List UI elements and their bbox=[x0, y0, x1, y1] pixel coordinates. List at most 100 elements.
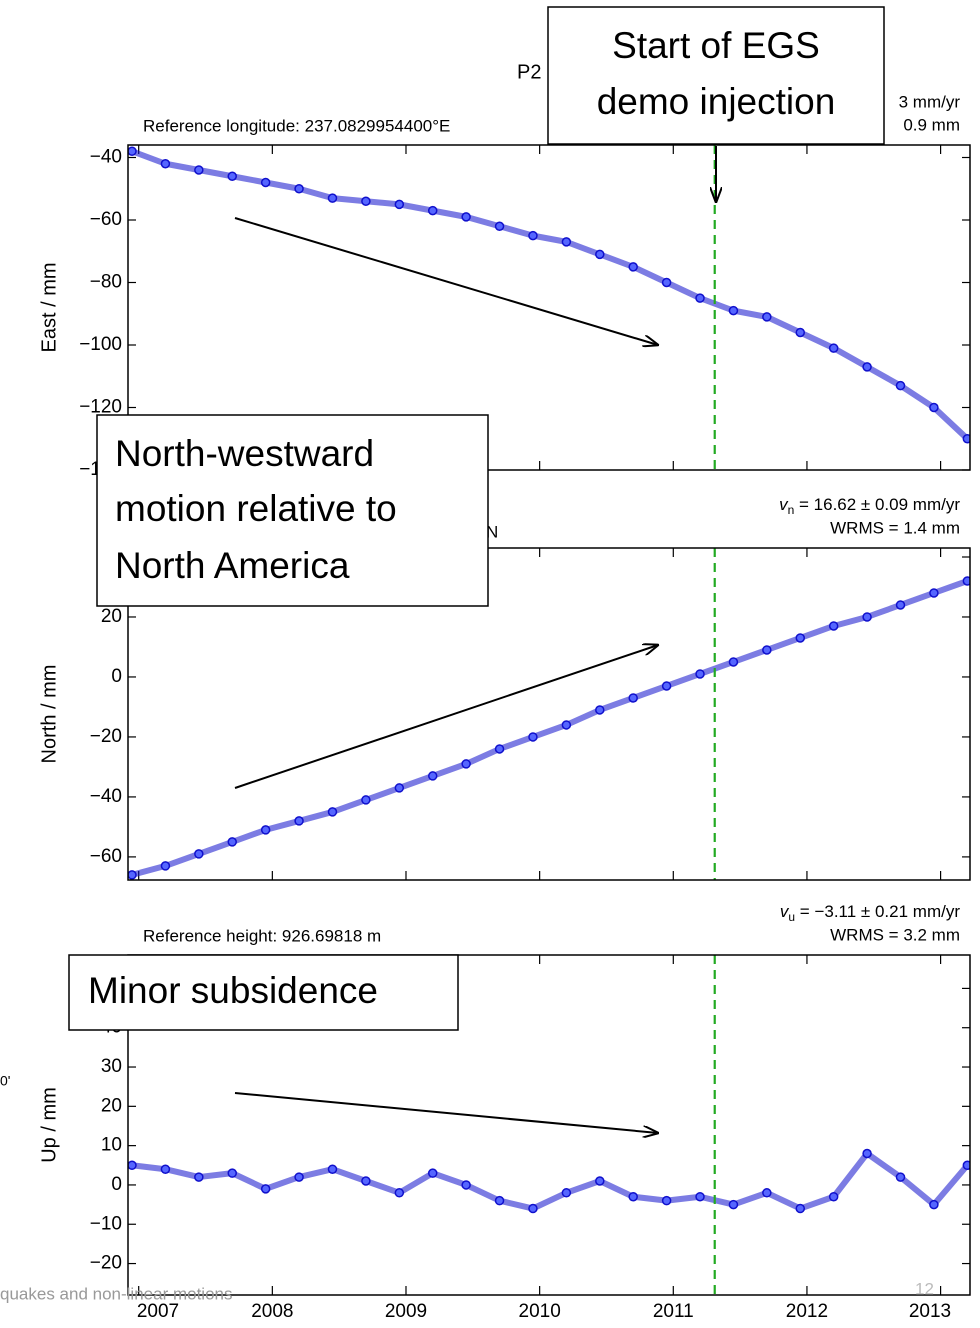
fragment-text: 0' bbox=[0, 1073, 10, 1089]
header-right: vu = −3.11 ± 0.21 mm/yr bbox=[780, 902, 960, 924]
annotation-text: North-westward bbox=[115, 433, 374, 474]
overlays: Start of EGS demo injection North-westwa… bbox=[0, 6, 934, 1303]
footer-text: quakes and non-linear motions bbox=[0, 1284, 232, 1303]
y-tick-label: −20 bbox=[90, 1253, 122, 1274]
data-point bbox=[561, 1188, 572, 1198]
data-point bbox=[494, 1195, 505, 1206]
data-point bbox=[695, 293, 705, 303]
data-point bbox=[628, 262, 638, 272]
data-point bbox=[628, 1191, 638, 1202]
data-point bbox=[427, 1168, 438, 1178]
series-line bbox=[131, 578, 969, 878]
data-point bbox=[528, 1203, 538, 1214]
data-layer bbox=[128, 146, 970, 444]
plot-frame bbox=[127, 954, 971, 1296]
y-tick-label: 20 bbox=[101, 606, 122, 627]
y-tick-label: −80 bbox=[90, 272, 122, 293]
data-point bbox=[160, 159, 171, 169]
data-point bbox=[762, 645, 772, 655]
header-left: Reference height: 926.69818 m bbox=[143, 926, 381, 945]
data-point bbox=[361, 795, 371, 805]
series-line bbox=[130, 148, 970, 441]
data-point bbox=[661, 277, 672, 288]
data-point bbox=[128, 870, 137, 880]
x-tick-label: 2008 bbox=[251, 1301, 293, 1322]
annotation-box bbox=[96, 414, 489, 607]
subscript: u bbox=[788, 910, 795, 924]
data-point bbox=[461, 212, 471, 222]
header-right: WRMS = 1.4 mm bbox=[830, 518, 960, 537]
data-point bbox=[327, 1164, 338, 1174]
data-point bbox=[561, 720, 572, 730]
header-right: vn = 16.62 ± 0.09 mm/yr bbox=[779, 495, 960, 517]
data-point bbox=[227, 171, 237, 181]
data-point bbox=[394, 1188, 405, 1198]
y-tick-label: −60 bbox=[90, 846, 122, 867]
data-point bbox=[728, 305, 739, 316]
data-point bbox=[595, 249, 605, 260]
title: P2 bbox=[517, 61, 541, 83]
data-point bbox=[394, 199, 405, 210]
data-point bbox=[895, 600, 906, 610]
plot-frame bbox=[127, 547, 971, 881]
data-point bbox=[461, 759, 471, 769]
annotation-box bbox=[547, 6, 885, 145]
data-point bbox=[862, 1148, 872, 1159]
data-point bbox=[194, 1172, 204, 1182]
header-fragment: N bbox=[486, 522, 498, 541]
annotation-text: Start of EGS bbox=[612, 25, 820, 66]
data-point bbox=[695, 669, 705, 679]
data-point bbox=[327, 193, 338, 203]
trend-arrow bbox=[234, 645, 658, 789]
data-point bbox=[929, 588, 939, 598]
data-point bbox=[962, 1160, 970, 1171]
data-point bbox=[762, 312, 772, 322]
data-point bbox=[427, 205, 438, 216]
data-point bbox=[494, 221, 505, 231]
data-point bbox=[294, 816, 304, 826]
data-point bbox=[828, 1191, 839, 1202]
x-tick-label: 2011 bbox=[653, 1301, 694, 1322]
data-point bbox=[962, 576, 970, 586]
y-tick-label: −60 bbox=[90, 209, 122, 230]
x-tick-label: 2007 bbox=[137, 1301, 179, 1322]
y-axis-label: Up / mm bbox=[38, 1087, 60, 1163]
x-tick-label: 2012 bbox=[786, 1301, 828, 1322]
symbol: v bbox=[779, 495, 789, 514]
header-value: = −3.11 ± 0.21 mm/yr bbox=[795, 902, 960, 921]
data-point bbox=[661, 681, 672, 691]
data-point bbox=[828, 343, 839, 353]
y-tick-label: 0 bbox=[111, 666, 122, 687]
data-point bbox=[528, 732, 538, 742]
header-right: 0.9 mm bbox=[903, 115, 960, 134]
data-point bbox=[260, 825, 271, 835]
plot-frame bbox=[127, 144, 971, 471]
data-point bbox=[895, 1172, 906, 1182]
data-point bbox=[762, 1188, 772, 1198]
y-tick-label: 30 bbox=[101, 1056, 122, 1077]
y-tick-label: −120 bbox=[79, 397, 122, 418]
data-point bbox=[227, 1168, 237, 1178]
data-layer bbox=[128, 1148, 970, 1214]
y-tick-label: −40 bbox=[90, 147, 122, 168]
annotation-text: demo injection bbox=[597, 81, 836, 122]
data-point bbox=[862, 612, 872, 622]
data-point bbox=[595, 1176, 605, 1186]
y-tick-label: 0 bbox=[111, 1174, 122, 1195]
data-point bbox=[427, 771, 438, 781]
page-number: 12 bbox=[915, 1279, 934, 1298]
symbol: v bbox=[780, 902, 790, 921]
annotation-text: motion relative to bbox=[115, 488, 397, 529]
y-axis-label: East / mm bbox=[38, 262, 60, 352]
y-tick-label: −10 bbox=[90, 1213, 122, 1234]
data-point bbox=[962, 434, 970, 444]
data-point bbox=[828, 621, 839, 631]
data-point bbox=[929, 402, 939, 413]
x-tick-label: 2009 bbox=[385, 1301, 427, 1322]
data-point bbox=[294, 1172, 304, 1182]
data-point bbox=[260, 1184, 271, 1194]
